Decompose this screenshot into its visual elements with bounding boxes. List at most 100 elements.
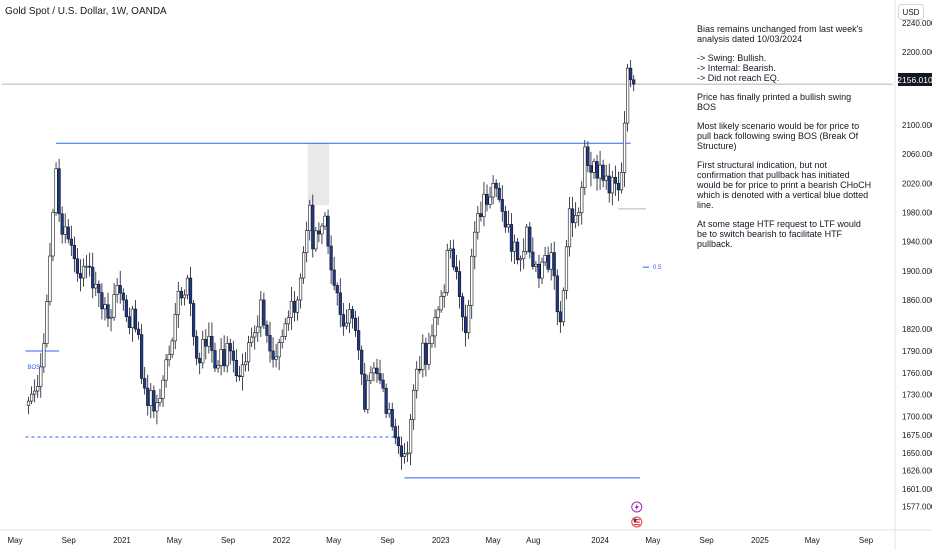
candle-body <box>97 283 101 293</box>
candle-body <box>564 246 569 291</box>
candle-body <box>442 292 446 297</box>
candle-body <box>335 285 339 294</box>
candle-body <box>622 122 627 173</box>
candle-body <box>100 292 104 310</box>
candle-body <box>421 342 425 370</box>
candle-body <box>558 311 562 323</box>
candle-body <box>317 230 321 235</box>
y-axis-tick-label: 1980.000 <box>902 208 932 217</box>
candle-body <box>549 252 553 270</box>
candle-body <box>604 175 608 181</box>
candle-body <box>216 365 220 369</box>
annotation-line <box>697 44 872 53</box>
candle-body <box>195 336 199 359</box>
x-axis-tick-label: 2025 <box>751 536 769 545</box>
candle-body <box>405 452 410 455</box>
y-axis-tick-label: 1675.000 <box>902 431 932 440</box>
candle-body <box>396 437 400 447</box>
candle-body <box>231 350 235 361</box>
candle-body <box>561 290 566 323</box>
candle-body <box>243 361 248 366</box>
y-axis-tick-label: 2020.000 <box>902 179 932 188</box>
candle-body <box>586 146 590 166</box>
candle-body <box>94 283 98 289</box>
candle-body <box>127 316 131 328</box>
candle-body <box>445 250 449 293</box>
candle-body <box>240 364 245 377</box>
candle-body <box>259 299 263 328</box>
candle-body <box>152 390 156 412</box>
candle-body <box>75 258 80 274</box>
candle-body <box>72 244 76 260</box>
candle-body <box>384 387 388 414</box>
candle-body <box>525 226 529 252</box>
y-axis-tick-label: 2060.000 <box>902 150 932 159</box>
candle-body <box>460 296 465 318</box>
y-axis-tick-label: 1820.000 <box>902 325 932 334</box>
candle-body <box>130 308 135 328</box>
candle-body <box>63 226 67 235</box>
annotation-line <box>697 210 872 219</box>
candle-body <box>378 373 382 381</box>
candle-body <box>619 172 624 191</box>
candle-body <box>109 316 113 319</box>
candle-body <box>33 390 37 395</box>
annotation-line: First structural indication, but not con… <box>697 160 872 210</box>
candle-body <box>222 349 226 367</box>
candle-body <box>228 343 232 352</box>
candle-body <box>286 317 290 325</box>
candle-body <box>69 238 73 246</box>
candle-body <box>509 224 514 252</box>
x-axis-tick-label: Aug <box>526 536 540 545</box>
candle-body <box>570 208 575 224</box>
candle-body <box>311 204 315 250</box>
candle-body <box>237 375 242 377</box>
candle-body <box>436 309 440 318</box>
candle-body <box>133 308 138 330</box>
candle-body <box>173 314 177 342</box>
annotation-line: -> Did not reach EQ. <box>697 73 780 83</box>
x-axis-tick-label: 2023 <box>432 536 450 545</box>
candle-body <box>198 357 202 364</box>
candle-body <box>136 328 141 335</box>
candle-body <box>479 213 483 217</box>
y-axis-tick-label: 1790.000 <box>902 347 932 356</box>
y-axis-tick-label: 1601.000 <box>902 485 932 494</box>
candle-body <box>48 255 52 302</box>
candle-body <box>118 285 122 294</box>
candle-body <box>344 322 349 327</box>
candle-body <box>543 255 547 263</box>
candle-body <box>124 299 128 317</box>
annotation-line: -> Swing: Bullish. <box>697 53 767 63</box>
analysis-text-note[interactable]: Bias remains unchanged from last week's … <box>697 24 872 249</box>
x-axis-tick-label: Sep <box>700 536 715 545</box>
symbol-title: Gold Spot / U.S. Dollar, 1W, OANDA <box>5 6 167 17</box>
candle-body <box>271 350 275 360</box>
candle-body <box>280 336 284 343</box>
candle-body <box>555 275 559 313</box>
candle-body <box>201 339 205 364</box>
y-axis-tick-label: 2240.000 <box>902 19 932 28</box>
x-axis-tick-label: Sep <box>380 536 395 545</box>
y-axis-tick-label: 1730.000 <box>902 391 932 400</box>
annotation-line: -> Internal: Bearish. <box>697 63 776 73</box>
currency-button[interactable]: USD <box>898 4 924 20</box>
lightning-bolt-icon <box>634 503 639 511</box>
candle-body <box>375 367 379 374</box>
x-axis-tick-label: 2024 <box>591 536 609 545</box>
candle-body <box>381 379 385 389</box>
y-axis-tick-label: 1700.000 <box>902 413 932 422</box>
candle-body <box>387 408 391 414</box>
candle-body <box>268 335 272 352</box>
candle-body <box>121 292 125 301</box>
y-axis-tick-label: 1760.000 <box>902 369 932 378</box>
candle-body <box>85 265 89 268</box>
candle-body <box>81 265 86 279</box>
candle-body <box>338 292 342 315</box>
candle-body <box>326 215 330 247</box>
x-axis-tick-label: 2021 <box>113 536 131 545</box>
x-axis-tick-label: May <box>167 536 182 545</box>
candle-body <box>115 285 119 295</box>
